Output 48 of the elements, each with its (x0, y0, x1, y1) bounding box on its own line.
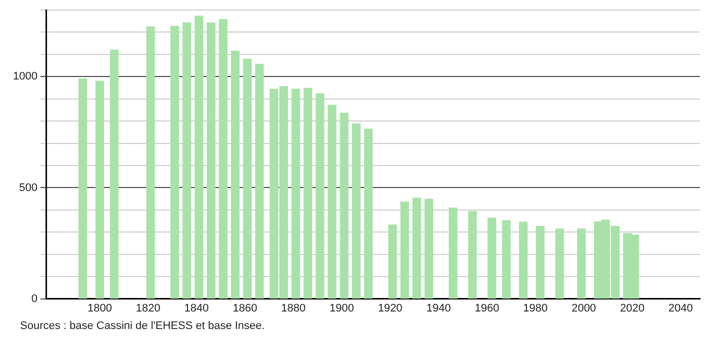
bar (194, 16, 204, 299)
bar (340, 112, 349, 299)
x-tick-label: 1840 (184, 302, 209, 314)
bar (304, 88, 312, 299)
bar (555, 228, 564, 299)
x-tick-label: 1800 (87, 302, 112, 314)
bar (218, 19, 228, 299)
bar (412, 198, 422, 299)
bar (170, 26, 180, 299)
bar (78, 78, 88, 299)
x-tick-label: 1940 (426, 302, 451, 314)
bar (291, 88, 300, 299)
x-tick-label: 2000 (572, 302, 596, 314)
x-tick-label: 2020 (620, 302, 644, 314)
bar (206, 22, 216, 299)
bar (424, 198, 434, 299)
source-note: Sources : base Cassini de l'EHESS et base Insee. (20, 320, 265, 332)
bar (388, 224, 397, 299)
bar (536, 226, 545, 299)
bar (352, 123, 361, 299)
bar (255, 64, 264, 299)
x-tick-label: 1920 (378, 302, 402, 314)
bar (182, 22, 192, 299)
x-tick-label: 1880 (281, 302, 306, 314)
bar (468, 210, 477, 299)
bar (110, 50, 119, 299)
y-tick-label: 0 (31, 292, 38, 305)
x-tick-label: 1820 (136, 302, 160, 314)
bar (328, 104, 336, 299)
bar (243, 58, 252, 299)
bar (146, 26, 155, 299)
x-tick-label: 1980 (523, 302, 548, 314)
bar (400, 202, 410, 299)
bar (95, 80, 104, 299)
bar (316, 93, 324, 299)
bar (448, 208, 458, 299)
bar (364, 128, 373, 299)
x-tick-label: 2040 (668, 302, 693, 314)
y-tick-label: 1000 (12, 70, 38, 83)
bar (502, 220, 511, 299)
bar (518, 222, 528, 299)
x-tick-label: 1860 (232, 302, 258, 314)
x-tick-label: 1960 (474, 302, 500, 314)
bar (230, 50, 240, 299)
bar (577, 228, 586, 299)
y-tick-label: 500 (19, 182, 38, 194)
bar (488, 218, 496, 299)
x-tick-label: 1900 (330, 302, 354, 314)
